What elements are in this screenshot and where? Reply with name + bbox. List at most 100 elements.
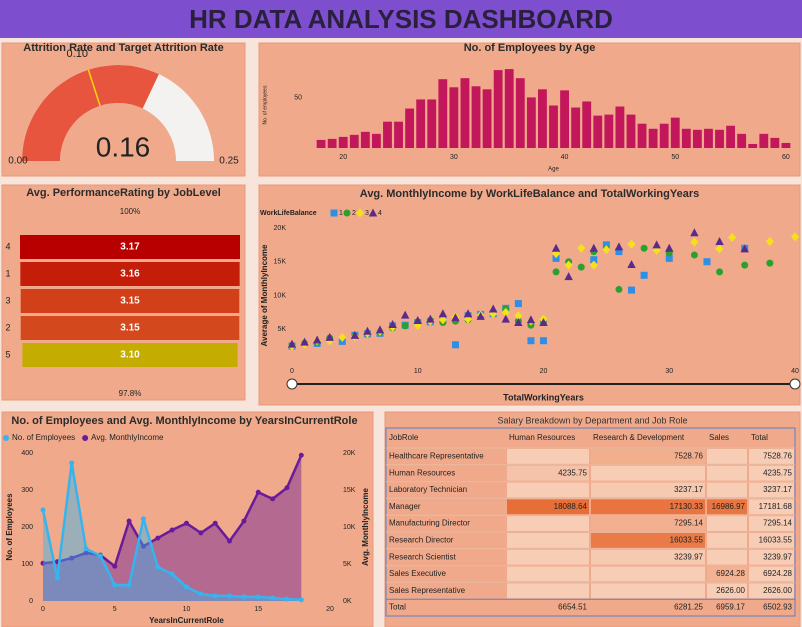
x-axis-label: YearsInCurrentRole [149, 616, 224, 625]
column-header: JobRole [389, 433, 419, 442]
point [241, 594, 247, 600]
column-header: Human Resources [509, 433, 575, 442]
point [255, 489, 261, 495]
point [212, 520, 218, 526]
scatter-point [375, 325, 385, 334]
bar [394, 121, 403, 148]
bar [383, 121, 392, 148]
scatter-point [564, 260, 573, 270]
cell [707, 566, 747, 582]
scatter-point [526, 315, 536, 324]
y-tick-label: 15K [274, 259, 287, 266]
cell [591, 533, 705, 548]
scatter-point [312, 335, 322, 344]
cell-value: 17130.33 [670, 502, 704, 511]
y-tick-label: 400 [21, 450, 33, 457]
x-axis-label: TotalWorkingYears [503, 392, 584, 402]
y-tick-label: 0 [29, 598, 33, 605]
y2-axis-label: Avg. MonthlyIncome [361, 487, 370, 565]
point [69, 460, 75, 466]
cell-value: 6924.28 [763, 569, 792, 578]
area [43, 462, 302, 601]
cell-value: 2626.00 [716, 586, 745, 595]
scatter-point [300, 337, 309, 346]
scatter-point [552, 254, 560, 262]
point [126, 518, 132, 524]
scatter-point [589, 243, 598, 252]
panel-title: Avg. MonthlyIncome by WorkLifeBalance an… [360, 188, 699, 200]
gauge-max-label: 0.25 [219, 156, 239, 167]
bar [515, 78, 525, 148]
panel-title: No. of Employees and Avg. MonthlyIncome … [11, 415, 357, 427]
scatter-point [728, 232, 737, 242]
funnel-value-label: 3.17 [120, 242, 140, 253]
legend-marker [368, 208, 378, 217]
point [298, 597, 304, 603]
scatter-point [627, 239, 636, 249]
point [83, 550, 89, 556]
scatter-point [501, 314, 510, 323]
x-axis-label: Age [548, 167, 559, 173]
column-header: Total [751, 433, 768, 442]
column-header: Sales [709, 433, 729, 442]
x-tick-label: 5 [113, 606, 117, 613]
point [198, 530, 204, 536]
legend-label: 4 [378, 210, 382, 217]
cell [707, 465, 747, 481]
bar [327, 138, 337, 148]
point [155, 535, 161, 541]
bar [626, 114, 636, 148]
cell [507, 449, 589, 464]
bar [637, 123, 647, 148]
cell-value: 7295.14 [763, 519, 792, 528]
slider-handle[interactable] [286, 378, 298, 390]
scatter-point [665, 243, 674, 252]
x-tick-label: 20 [540, 368, 548, 375]
row-label: Sales Representative [389, 586, 466, 595]
header-bar [0, 0, 802, 38]
scatter-point [551, 243, 561, 252]
gauge-target-label: 0.10 [67, 48, 88, 60]
x-tick-label: 10 [183, 606, 191, 613]
scatter-point [426, 314, 435, 323]
scatter-point [577, 243, 586, 253]
row-label: Sales Executive [389, 569, 446, 578]
scatter-point [640, 271, 648, 279]
cell [507, 499, 589, 515]
x-tick-label: 40 [561, 154, 569, 161]
area [43, 455, 302, 601]
bar [549, 105, 558, 148]
cell [507, 533, 589, 548]
bar [670, 117, 680, 148]
legend-marker [82, 435, 89, 441]
slider-handle[interactable] [789, 378, 801, 390]
cell [749, 583, 794, 599]
cell [507, 566, 589, 582]
scatter-point [715, 237, 724, 245]
point [198, 591, 204, 597]
cell [749, 482, 794, 498]
bar [704, 128, 713, 148]
funnel-bar [20, 289, 240, 313]
y2-tick-label: 10K [343, 524, 356, 531]
table-frame [385, 427, 796, 617]
bar [316, 139, 326, 148]
cell [749, 465, 794, 481]
scatter-point [589, 260, 598, 270]
cell-value: 16033.55 [670, 536, 704, 545]
bar [493, 70, 503, 148]
cell [749, 533, 794, 548]
scatter-point [615, 285, 623, 293]
bar [759, 133, 769, 148]
legend-marker [330, 209, 338, 217]
row-label: Manufacturing Director [389, 519, 470, 528]
bar [338, 136, 348, 148]
scatter-point [401, 322, 409, 330]
scatter-point [690, 251, 698, 259]
cell-value: 4235.75 [558, 468, 587, 477]
cell-value: 6924.28 [716, 569, 745, 578]
point [241, 518, 247, 524]
scatter-point [514, 318, 523, 326]
